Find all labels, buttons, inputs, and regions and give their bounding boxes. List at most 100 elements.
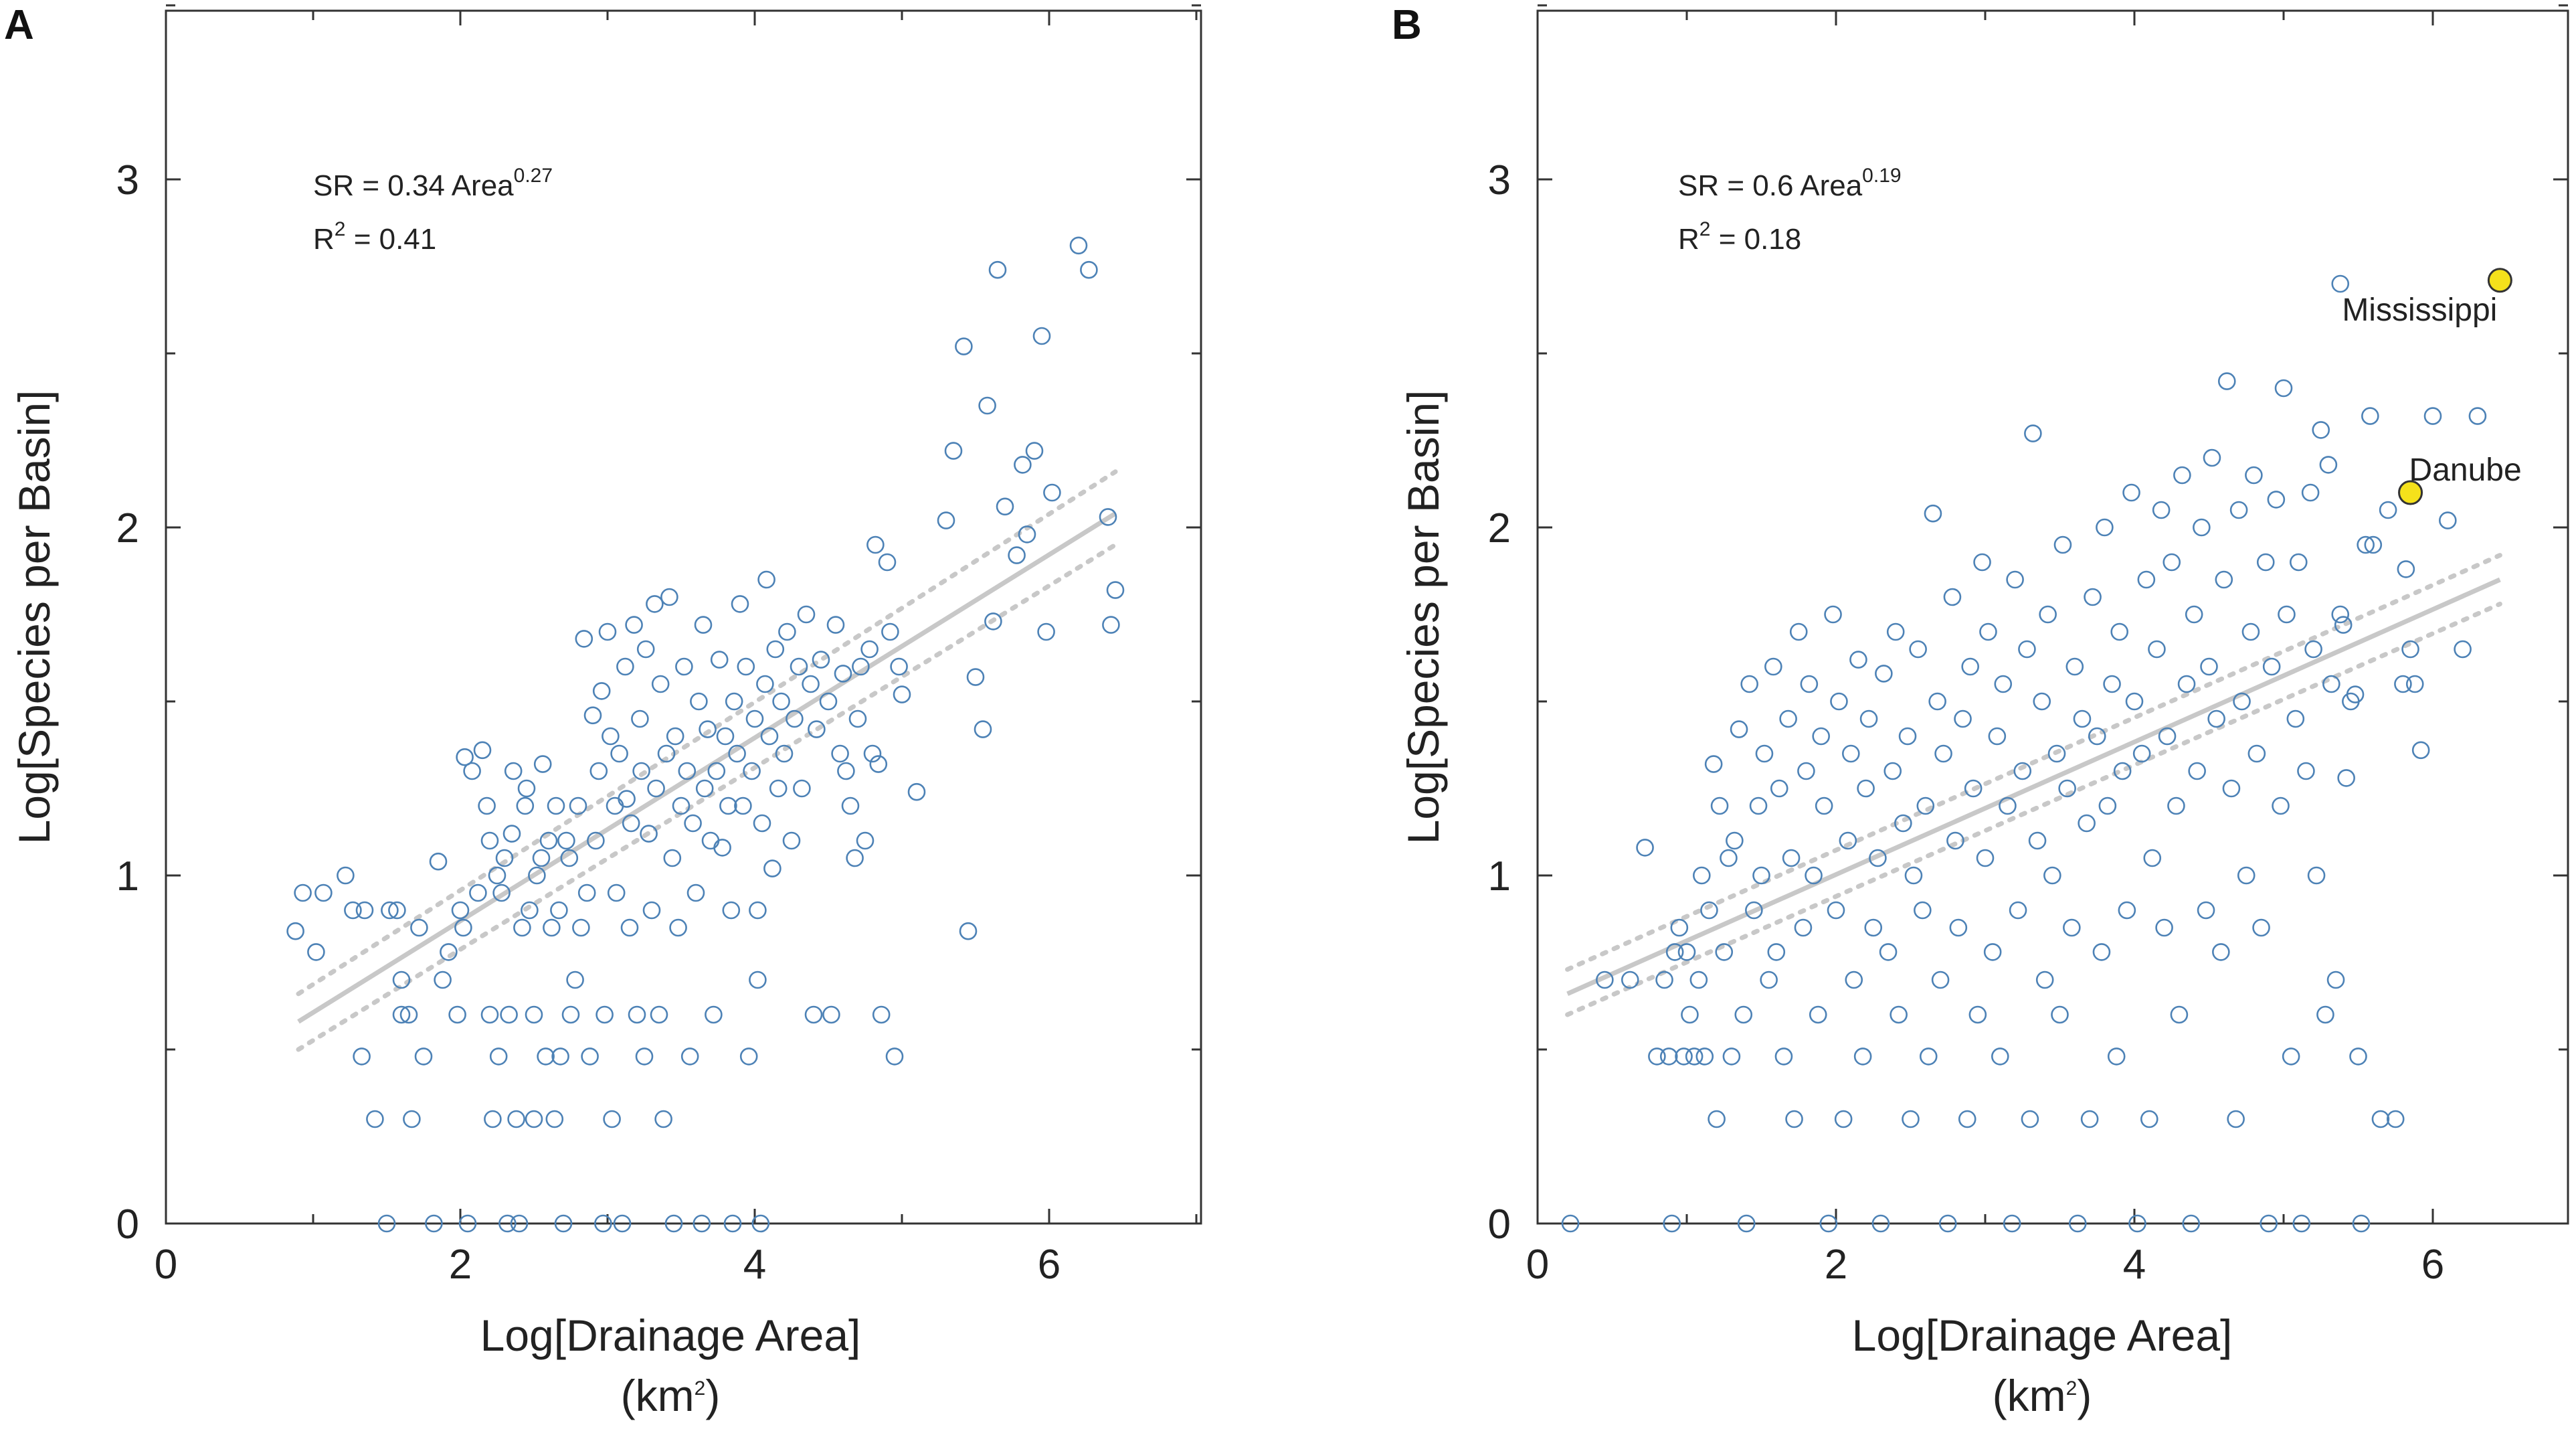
data-point bbox=[1819, 1214, 1838, 1233]
data-point bbox=[550, 901, 568, 920]
data-point bbox=[592, 682, 611, 700]
regression-line bbox=[297, 511, 1117, 1024]
data-point bbox=[1904, 866, 1923, 885]
x-axis-unit-a: (km2) bbox=[621, 1371, 721, 1420]
data-point bbox=[2278, 605, 2296, 624]
data-point bbox=[1886, 622, 1905, 641]
data-point bbox=[1685, 1047, 1704, 1066]
x-tick-label: 4 bbox=[743, 1242, 766, 1288]
data-point bbox=[294, 883, 312, 902]
regression-line-b bbox=[1566, 577, 2501, 996]
data-point bbox=[2188, 762, 2206, 780]
data-point bbox=[525, 1110, 543, 1128]
data-point bbox=[504, 762, 523, 780]
data-point bbox=[355, 901, 374, 920]
data-point bbox=[1659, 1047, 1678, 1066]
data-point bbox=[2092, 943, 2111, 961]
data-point bbox=[772, 692, 790, 711]
data-point bbox=[707, 762, 726, 780]
data-point bbox=[628, 1005, 646, 1024]
data-point bbox=[440, 943, 458, 961]
data-point bbox=[646, 595, 664, 613]
data-point bbox=[802, 675, 820, 693]
data-point bbox=[766, 640, 785, 659]
data-point bbox=[414, 1047, 433, 1066]
data-point bbox=[2152, 501, 2171, 519]
data-point bbox=[1943, 588, 1962, 606]
data-point bbox=[1722, 1047, 1741, 1066]
data-point bbox=[622, 814, 640, 833]
data-point bbox=[2241, 622, 2260, 641]
data-point bbox=[2021, 1110, 2039, 1128]
data-point bbox=[1636, 839, 1654, 857]
data-point bbox=[1720, 849, 1738, 867]
confidence-lower-line bbox=[1565, 601, 2502, 1017]
data-point bbox=[607, 883, 626, 902]
data-point bbox=[885, 1047, 904, 1066]
data-point bbox=[1909, 640, 1927, 659]
data-point bbox=[1069, 236, 1088, 255]
data-point bbox=[705, 1005, 723, 1024]
data-point bbox=[2006, 570, 2024, 589]
x-axis-unit-b: (km2) bbox=[1993, 1371, 2092, 1420]
data-point bbox=[1812, 727, 1830, 746]
data-point bbox=[1037, 622, 1055, 641]
x-tick-label: 2 bbox=[1825, 1242, 1847, 1288]
data-point bbox=[613, 1214, 632, 1233]
data-point bbox=[636, 640, 655, 659]
data-point bbox=[463, 762, 481, 780]
data-point bbox=[2197, 901, 2215, 920]
data-point bbox=[635, 1047, 654, 1066]
data-point bbox=[2018, 640, 2036, 659]
data-point bbox=[484, 1110, 502, 1128]
data-point bbox=[561, 1005, 580, 1024]
data-point bbox=[686, 883, 705, 902]
data-point bbox=[1902, 1110, 1920, 1128]
data-point bbox=[1991, 1047, 2009, 1066]
data-point bbox=[1648, 1047, 1666, 1066]
data-point bbox=[377, 1214, 396, 1233]
data-point bbox=[1018, 525, 1036, 543]
data-points-b bbox=[1561, 274, 2487, 1233]
data-point bbox=[753, 814, 771, 833]
data-point bbox=[2267, 491, 2286, 509]
data-point bbox=[2262, 657, 2281, 676]
data-point bbox=[2132, 744, 2151, 763]
data-point bbox=[856, 831, 875, 850]
data-point bbox=[2080, 1110, 2099, 1128]
data-point bbox=[2073, 709, 2092, 728]
data-point bbox=[307, 943, 325, 961]
data-point bbox=[872, 1005, 891, 1024]
y-tick-label: 0 bbox=[1488, 1201, 1511, 1248]
x-axis-label-a: Log[Drainage Area] bbox=[480, 1311, 861, 1360]
data-point bbox=[955, 337, 973, 355]
data-point bbox=[554, 1214, 573, 1233]
data-point bbox=[739, 1047, 758, 1066]
data-point bbox=[1760, 971, 1778, 989]
data-point bbox=[2078, 814, 2096, 833]
data-point bbox=[1938, 1214, 1957, 1233]
panel-b: B 0 2 4 6 0 1 2 3 Mississippi Danube SR = 0.6 Ar… bbox=[1392, 2, 2569, 1420]
data-point bbox=[852, 657, 870, 676]
data-point bbox=[1834, 1110, 1853, 1128]
data-point bbox=[632, 762, 650, 780]
data-point bbox=[1745, 901, 1763, 920]
data-point bbox=[575, 630, 593, 648]
data-point bbox=[1700, 901, 1718, 920]
data-point bbox=[500, 1005, 518, 1024]
data-point bbox=[1663, 1214, 1681, 1233]
data-point bbox=[1946, 831, 1964, 850]
tick-marks-a bbox=[165, 4, 1201, 1225]
data-point bbox=[2297, 762, 2315, 780]
data-point bbox=[2118, 901, 2136, 920]
data-point bbox=[1890, 1005, 1908, 1024]
data-point bbox=[1789, 622, 1808, 641]
data-point bbox=[1677, 943, 1696, 961]
data-point bbox=[866, 535, 885, 554]
data-point bbox=[2331, 274, 2350, 293]
data-point bbox=[743, 762, 761, 780]
data-point bbox=[1973, 553, 1991, 572]
data-point bbox=[620, 918, 639, 937]
data-point bbox=[848, 709, 867, 728]
